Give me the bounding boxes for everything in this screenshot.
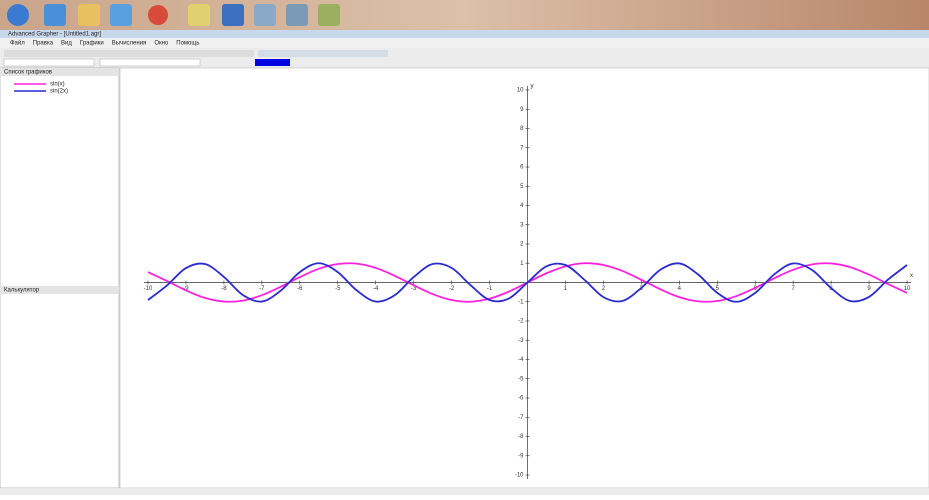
x-axis-label: x (910, 273, 913, 279)
app-icon[interactable] (254, 4, 276, 26)
x-tick-label: -1 (487, 286, 493, 292)
menu-item[interactable]: Окно (154, 41, 169, 47)
taskbar (0, 0, 929, 30)
x-tick-label: -7 (259, 286, 265, 292)
menu-item[interactable]: Графики (80, 41, 104, 47)
y-tick-label: -2 (518, 319, 524, 325)
app-icon[interactable] (78, 4, 100, 26)
app-icon[interactable] (286, 4, 308, 26)
color-button[interactable] (255, 59, 290, 66)
y-tick-label: -7 (518, 415, 524, 421)
panel-title: Список графиков (4, 70, 52, 76)
toolbar-row (4, 50, 254, 57)
status-bar (0, 488, 929, 495)
width-combo[interactable] (100, 59, 200, 66)
line-style-combo[interactable] (4, 59, 94, 66)
title-bar (0, 30, 929, 38)
x-tick-label: -6 (297, 286, 303, 292)
toolbar-row (258, 50, 388, 57)
x-tick-label: -8 (221, 286, 227, 292)
panel-title: Калькулятор (4, 288, 40, 294)
menu-item[interactable]: Правка (33, 41, 54, 47)
y-tick-label: -9 (518, 453, 524, 459)
menu-item[interactable]: Помощь (176, 41, 199, 47)
start-button[interactable] (7, 4, 29, 26)
y-tick-label: 10 (517, 88, 524, 94)
y-axis-label: y (531, 84, 534, 90)
y-tick-label: -6 (518, 396, 524, 402)
x-tick-label: -10 (144, 286, 153, 292)
y-tick-label: -1 (518, 299, 524, 305)
app-icon[interactable] (148, 5, 168, 25)
x-tick-label: -2 (449, 286, 455, 292)
screen: Advanced Grapher - [Untitled1.agr] Файл П… (0, 0, 929, 495)
x-tick-label: -5 (335, 286, 341, 292)
left-panel (0, 68, 119, 488)
y-tick-label: -10 (515, 473, 524, 479)
y-tick-label: -8 (518, 434, 524, 440)
legend-label: sin(x) (50, 82, 65, 88)
app-icon[interactable] (44, 4, 66, 26)
window-title: Advanced Grapher - [Untitled1.agr] (8, 32, 101, 38)
x-tick-label: -4 (373, 286, 379, 292)
app-icon[interactable] (222, 4, 244, 26)
app-icon[interactable] (110, 4, 132, 26)
app-icon[interactable] (318, 4, 340, 26)
plot-area (120, 68, 929, 488)
y-tick-label: -4 (518, 357, 524, 363)
app-icon[interactable] (188, 4, 210, 26)
legend-label: sin(2x) (50, 89, 68, 95)
menu-item[interactable]: Файл (10, 40, 25, 47)
menu-item[interactable]: Вычисления (112, 41, 147, 47)
y-tick-label: -3 (518, 338, 524, 344)
menu-item[interactable]: Вид (61, 41, 72, 47)
y-tick-label: -5 (518, 376, 524, 382)
